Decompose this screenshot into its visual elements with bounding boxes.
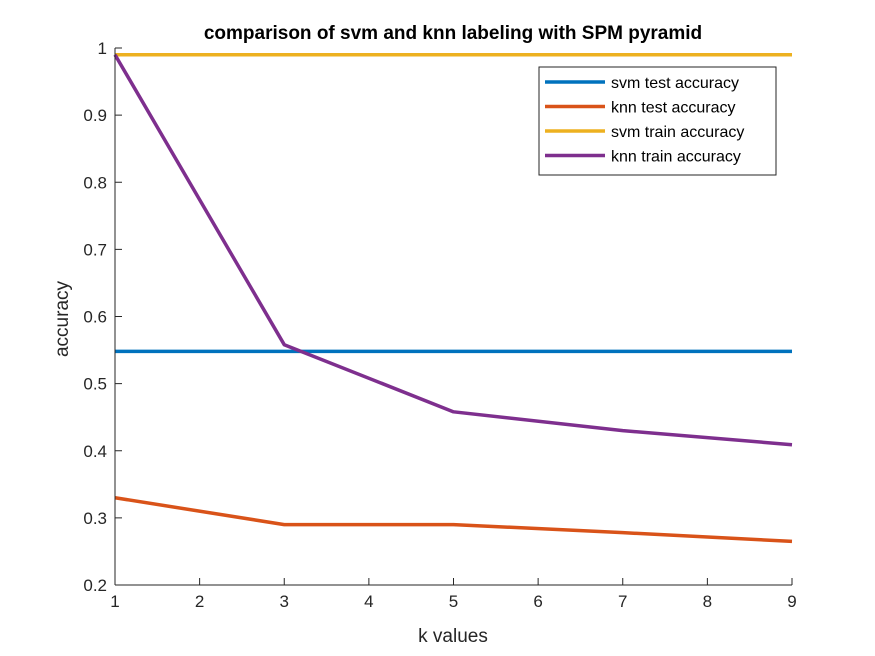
- x-tick-label: 8: [703, 592, 712, 611]
- legend-label: svm test accuracy: [611, 75, 739, 92]
- series-line-2: [114, 496, 793, 544]
- x-tick-label: 2: [195, 592, 204, 611]
- y-tick-label: 0.8: [83, 173, 107, 192]
- legend: svm test accuracy knn test accuracy svm tr…: [538, 66, 777, 176]
- series-line-4: [113, 53, 793, 447]
- y-axis-label: accuracy: [52, 280, 73, 357]
- y-tick-label: 0.5: [83, 375, 107, 394]
- axes-layer: 1 2 3 4 5 6 7 8 9 0.2 0.3 0.4 0.5 0.6 0.7 0.8 0.9 1: [83, 39, 796, 611]
- legend-label: knn test accuracy: [611, 100, 736, 117]
- x-tick-label: 1: [110, 592, 119, 611]
- x-tick-label: 7: [618, 592, 627, 611]
- y-tick-label: 0.2: [83, 576, 107, 595]
- x-tick-label: 6: [533, 592, 542, 611]
- y-tick-label: 0.4: [83, 442, 107, 461]
- legend-label: svm train accuracy: [611, 124, 744, 141]
- legend-label: knn train accuracy: [611, 149, 741, 166]
- chart-title: comparison of svm and knn labeling with …: [204, 23, 702, 44]
- y-tick-label: 0.6: [83, 308, 107, 327]
- x-tick-label: 4: [364, 592, 373, 611]
- x-tick-label: 5: [449, 592, 458, 611]
- y-tick-label: 1: [98, 39, 107, 58]
- x-axis-label: k values: [418, 626, 488, 647]
- series-layer: [113, 52, 793, 544]
- x-tick-label: 3: [280, 592, 289, 611]
- x-tick-label: 9: [787, 592, 796, 611]
- y-tick-label: 0.9: [83, 106, 107, 125]
- y-tick-label: 0.7: [83, 240, 107, 259]
- y-tick-label: 0.3: [83, 509, 107, 528]
